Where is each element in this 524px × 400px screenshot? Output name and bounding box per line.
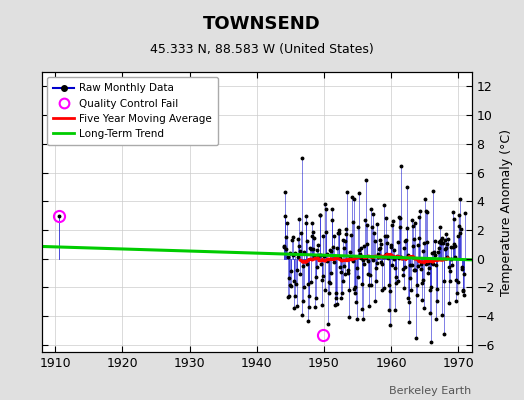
Text: Berkeley Earth: Berkeley Earth: [389, 386, 472, 396]
Text: 45.333 N, 88.583 W (United States): 45.333 N, 88.583 W (United States): [150, 44, 374, 56]
Legend: Raw Monthly Data, Quality Control Fail, Five Year Moving Average, Long-Term Tren: Raw Monthly Data, Quality Control Fail, …: [47, 77, 219, 145]
Text: TOWNSEND: TOWNSEND: [203, 15, 321, 33]
Y-axis label: Temperature Anomaly (°C): Temperature Anomaly (°C): [500, 128, 514, 296]
